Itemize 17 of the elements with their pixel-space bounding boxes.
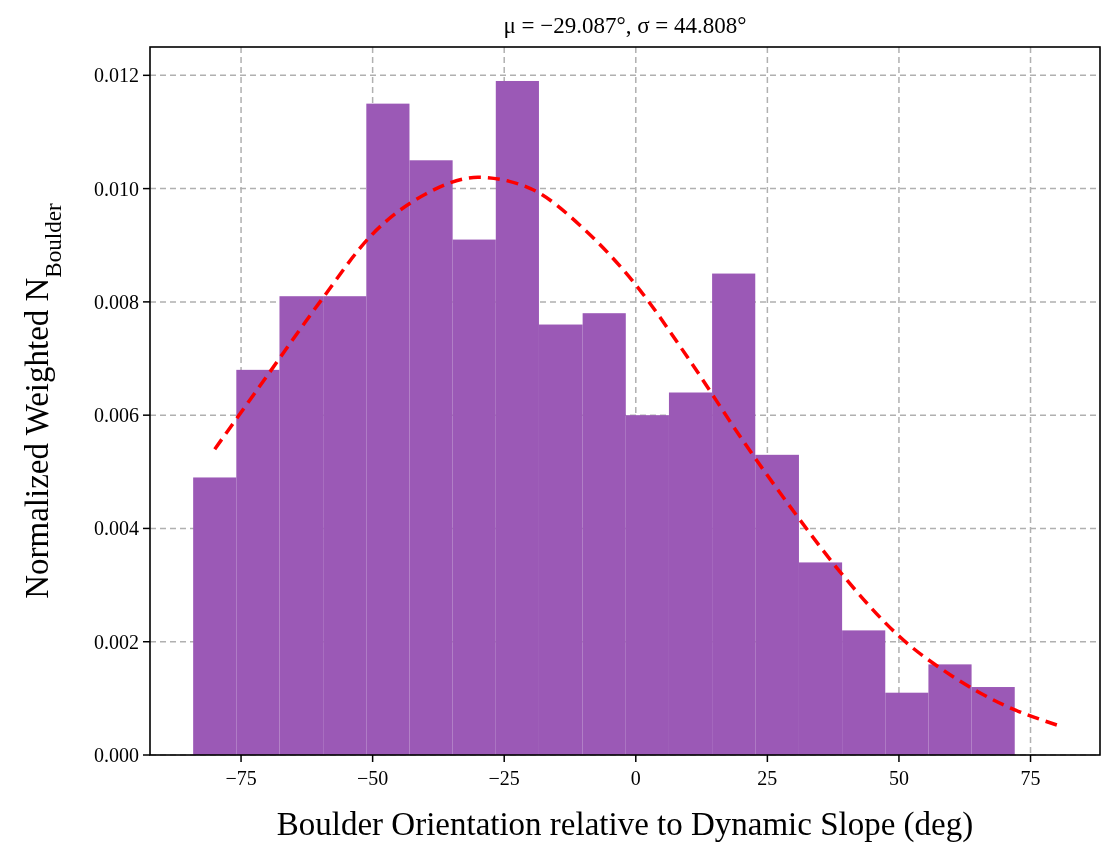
x-tick-label: 75 — [1020, 767, 1041, 789]
x-tick-label: 25 — [757, 767, 778, 789]
y-tick-label: 0.012 — [94, 64, 139, 87]
x-tick-label: 50 — [888, 767, 909, 789]
y-tick-label: 0.002 — [94, 630, 139, 653]
x-tick-label: −75 — [225, 767, 257, 789]
x-axis-title: Boulder Orientation relative to Dynamic Slope (deg) — [276, 806, 974, 843]
y-tick-label: 0.004 — [94, 517, 139, 540]
x-tick-label: −25 — [488, 767, 520, 789]
y-tick-label: 0.000 — [94, 744, 139, 766]
y-tick-label: 0.006 — [94, 404, 139, 427]
line-series — [212, 175, 1059, 727]
x-tick-label: −50 — [356, 767, 389, 789]
x-tick-label: 0 — [630, 767, 641, 789]
y-tick-label: 0.008 — [94, 290, 139, 313]
y-tick-label: 0.010 — [94, 177, 139, 200]
chart-title: μ = −29.087°, σ = 44.808° — [503, 13, 747, 38]
